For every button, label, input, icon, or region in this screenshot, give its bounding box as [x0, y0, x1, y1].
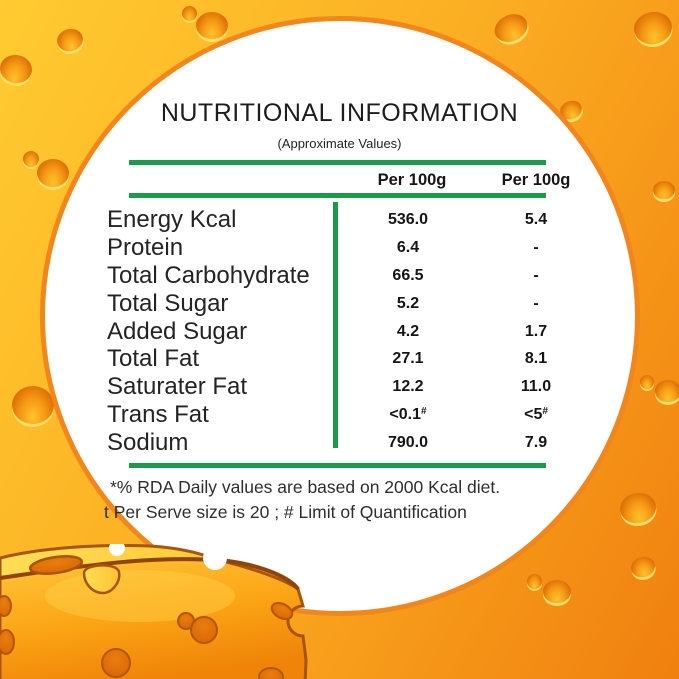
- footnote-line-1: *% RDA Daily values are based on 2000 Kc…: [110, 477, 501, 497]
- row-value-per100g: 5.2: [396, 294, 420, 312]
- divider-top: [129, 160, 546, 165]
- column-separator: [333, 202, 338, 448]
- cheese-wedge-illustration: [0, 544, 308, 679]
- row-value-col2: -: [533, 294, 539, 312]
- cheese-drop-bubble-icon: [527, 574, 542, 589]
- table-row: Added Sugar 4.2 1.7: [0, 318, 679, 346]
- cheese-drop-icon: [631, 8, 675, 48]
- table-row: Total Sugar 5.2 -: [0, 290, 679, 318]
- cheese-drop-icon: [653, 181, 675, 199]
- cheese-drop-icon: [490, 9, 532, 47]
- table-row: Saturater Fat 12.2 11.0: [0, 373, 679, 401]
- row-value-col2: 1.7: [524, 322, 548, 340]
- divider-header: [129, 193, 546, 198]
- table-row: Total Carbohydrate 66.5 -: [0, 262, 679, 290]
- row-value-col2: -: [533, 266, 539, 284]
- row-label: Total Sugar: [107, 289, 229, 317]
- row-label: Trans Fat: [107, 401, 209, 429]
- row-value-col2: 5.4: [524, 210, 548, 228]
- cheese-drop-icon: [54, 26, 86, 54]
- row-value-col2: <5#: [524, 406, 548, 424]
- cheese-drop-icon: [628, 554, 658, 580]
- table-row: Protein 6.4 -: [0, 234, 679, 262]
- cheese-drop-pair-icon: [527, 574, 571, 603]
- row-value-per100g: 790.0: [387, 434, 429, 452]
- row-value-col2: -: [533, 238, 539, 256]
- page-subtitle: (Approximate Values): [277, 136, 402, 151]
- cheese-drop-icon: [12, 386, 54, 424]
- nutrition-table: Energy Kcal 536.0 5.4 Protein 6.4 - Tota…: [0, 206, 679, 457]
- table-row: Trans Fat <0.1# <5#: [0, 401, 679, 429]
- row-value-col2: 8.1: [524, 350, 548, 368]
- row-label: Total Carbohydrate: [107, 261, 310, 289]
- row-label: Saturater Fat: [107, 373, 248, 401]
- row-value-per100g: 12.2: [392, 378, 424, 396]
- cheese-drop-icon: [0, 52, 35, 86]
- cheese-drop-bubble-icon: [182, 6, 197, 21]
- row-value-per100g: 27.1: [392, 350, 424, 368]
- row-value-per100g: 6.4: [396, 238, 420, 256]
- page-title: NUTRITIONAL INFORMATION: [160, 99, 519, 127]
- row-value-col2: 11.0: [520, 378, 552, 396]
- label-circle: [40, 16, 640, 616]
- cheese-drop-pair-icon: [23, 151, 69, 187]
- cheese-drop-pair-icon: [640, 375, 679, 402]
- row-value-per100g: <0.1#: [389, 406, 427, 424]
- cheese-drop-bubble-icon: [23, 151, 39, 167]
- table-row: Energy Kcal 536.0 5.4: [0, 206, 679, 234]
- cheese-drop-pair-icon: [182, 6, 228, 39]
- column-header-per-100g-2: Per 100g: [501, 171, 571, 189]
- row-label: Total Fat: [107, 345, 200, 373]
- footnote-line-2: t Per Serve size is 20 ; # Limit of Quan…: [104, 502, 467, 522]
- row-label: Added Sugar: [107, 317, 248, 345]
- row-value-per100g: 536.0: [387, 210, 429, 228]
- cheese-drop-bubble-icon: [640, 375, 654, 389]
- row-label: Sodium: [107, 429, 189, 457]
- row-label: Protein: [107, 233, 184, 261]
- row-value-per100g: 66.5: [392, 266, 424, 284]
- row-value-col2: 7.9: [524, 434, 548, 452]
- column-header-per-100g-1: Per 100g: [377, 171, 447, 189]
- table-row: Total Fat 27.1 8.1: [0, 345, 679, 373]
- divider-bottom: [129, 463, 546, 468]
- row-value-per100g: 4.2: [396, 322, 420, 340]
- table-row: Sodium 790.0 7.9: [0, 429, 679, 457]
- row-label: Energy Kcal: [107, 205, 237, 233]
- cheese-drop-icon: [617, 490, 659, 526]
